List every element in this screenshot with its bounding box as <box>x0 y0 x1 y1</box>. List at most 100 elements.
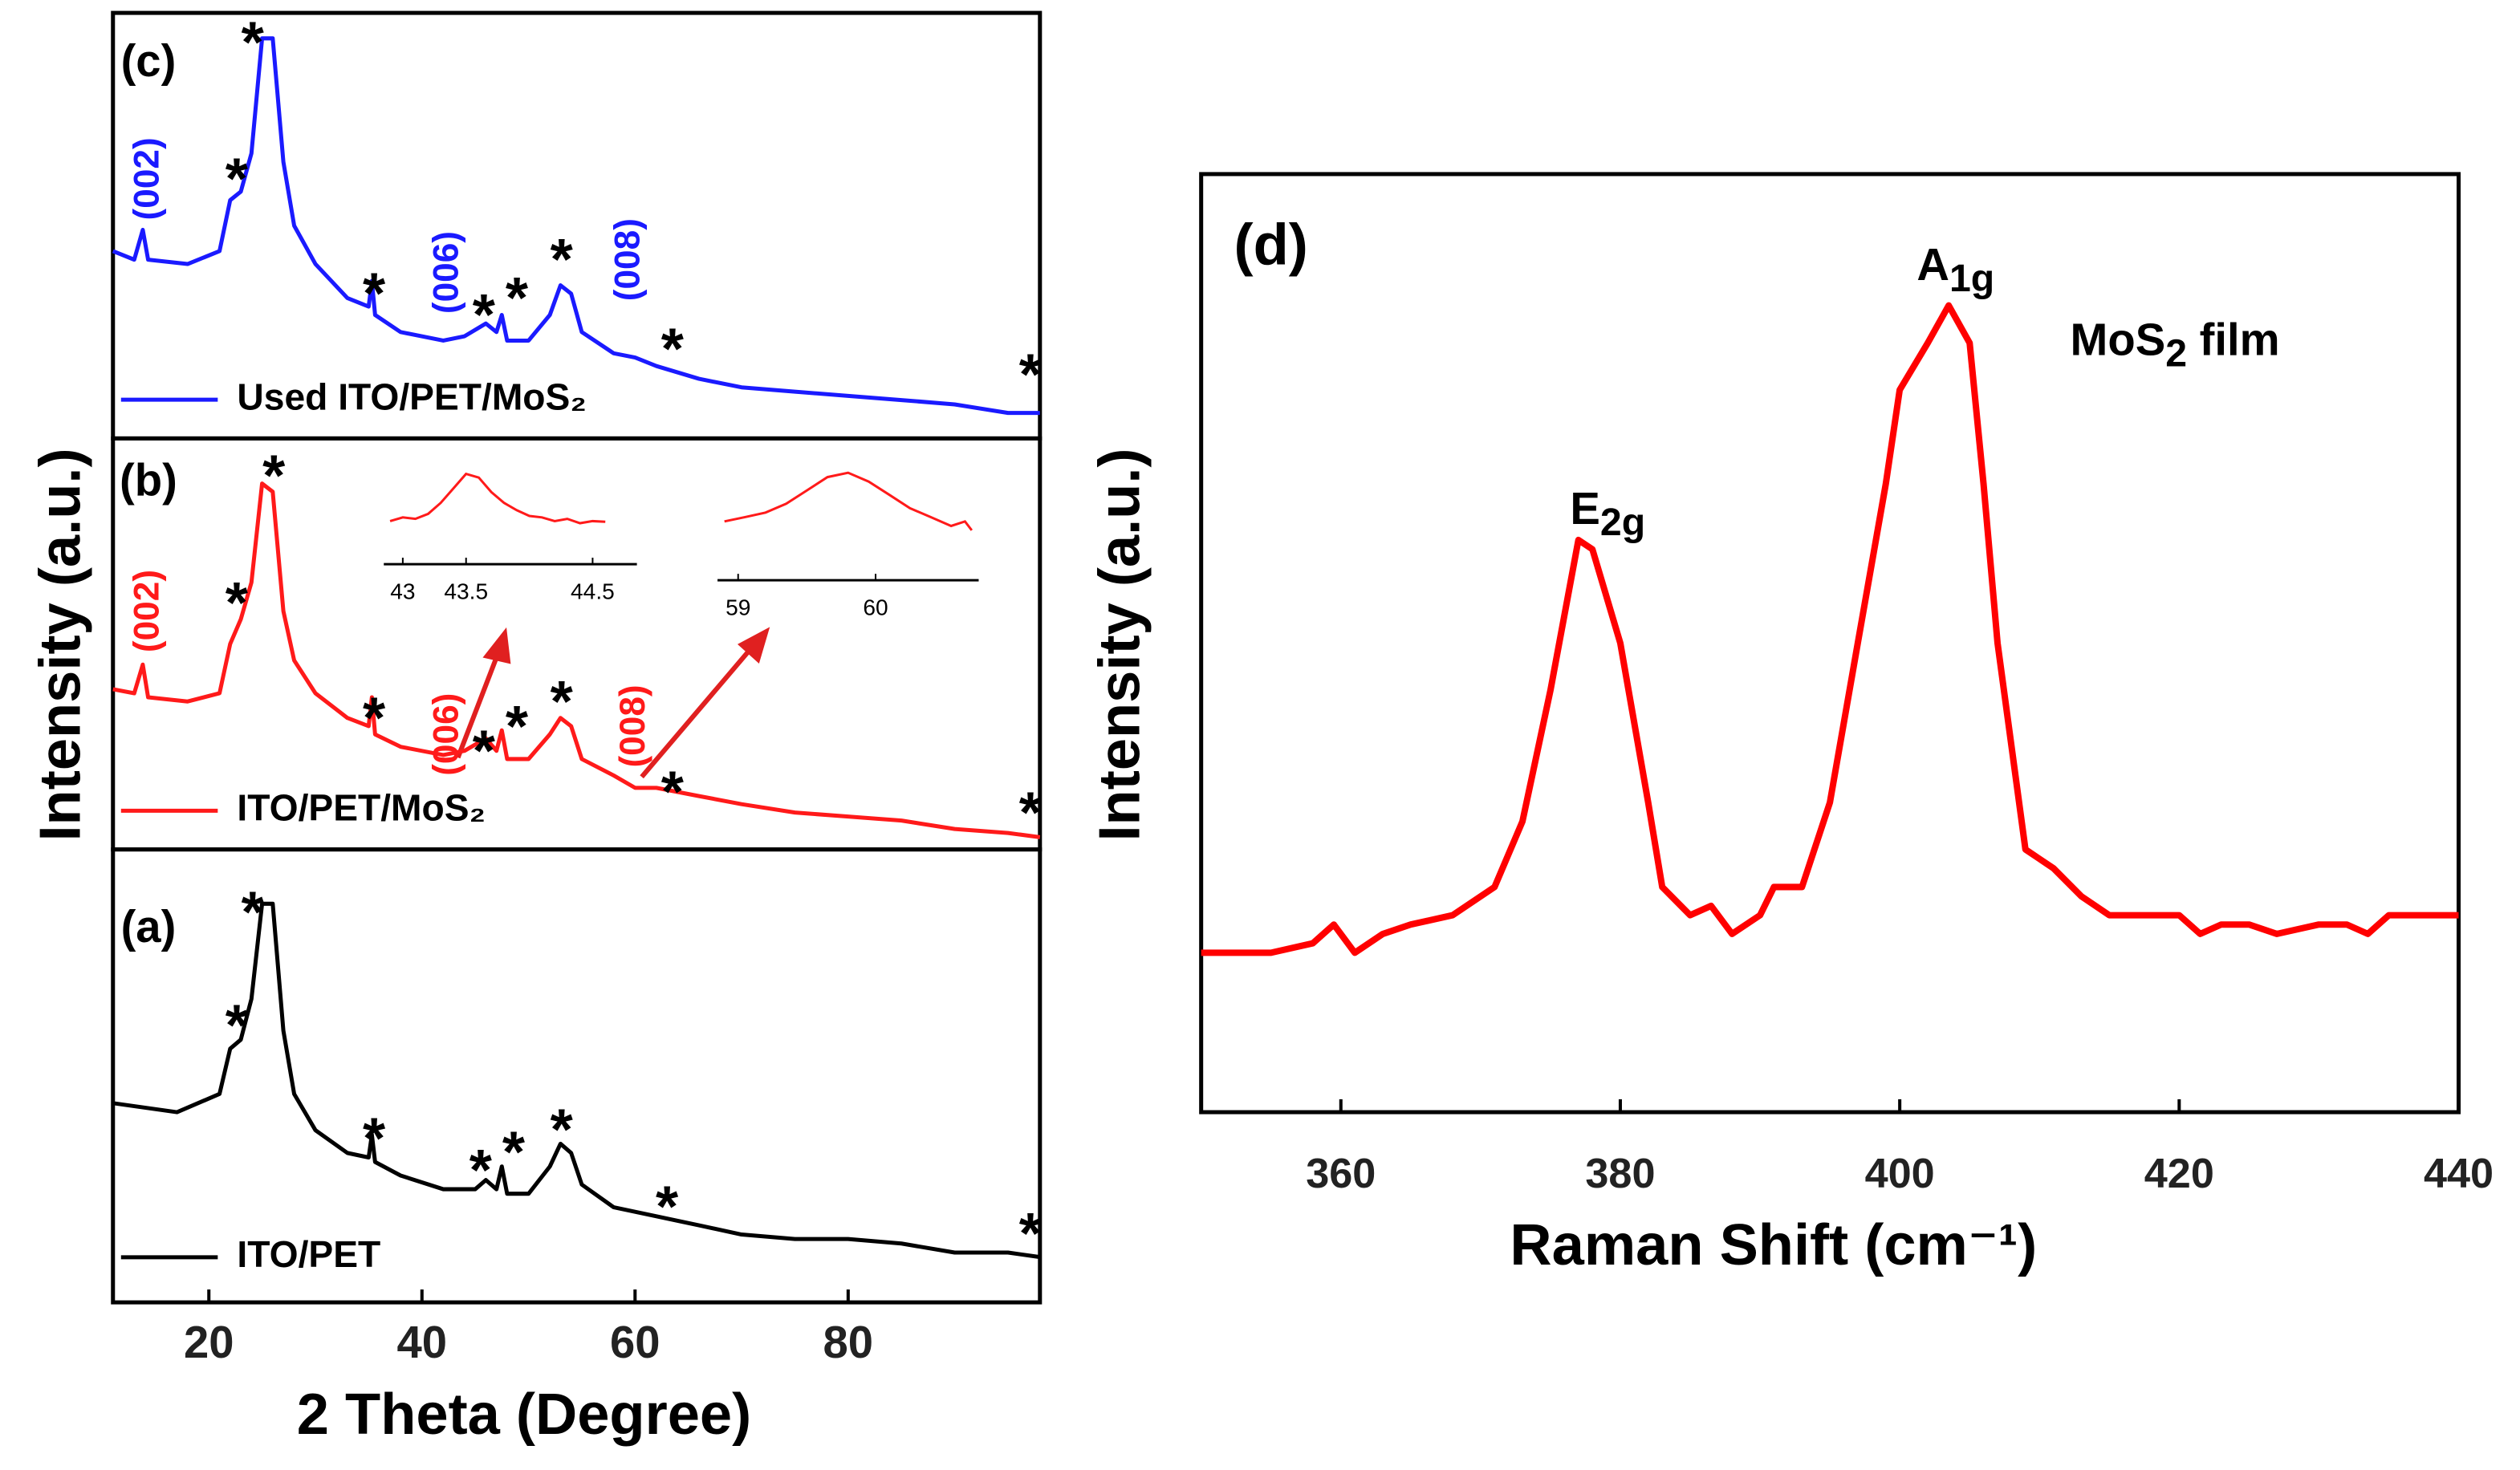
peak-marker: * <box>363 687 386 751</box>
annotation-subscript: 2g <box>1600 501 1645 544</box>
miller-index: (002) <box>128 570 167 652</box>
data-line <box>112 901 1041 1260</box>
peak-marker: * <box>506 266 529 331</box>
inset-line <box>389 472 606 525</box>
inset-tick-label: 60 <box>863 595 888 620</box>
annotation-text: * <box>363 262 386 327</box>
panel-label: (b) <box>120 454 177 505</box>
annotation-text: * <box>262 444 286 508</box>
x-axis-title: 2 Theta (Degree) <box>297 1383 751 1447</box>
annotation-text: * <box>363 687 386 751</box>
annotation-tail: film <box>2187 314 2280 364</box>
peak-marker: * <box>502 1121 526 1185</box>
peak-marker: * <box>656 1175 679 1239</box>
annotation-text: * <box>469 1139 493 1203</box>
x-tick-label: 400 <box>1865 1151 1935 1197</box>
inset-arrows <box>455 627 770 779</box>
data-line <box>1201 302 2459 956</box>
data-line <box>112 36 1040 416</box>
annotation-text: * <box>551 1098 574 1162</box>
inset-tick-label: 44.5 <box>571 579 615 604</box>
peak-marker: * <box>661 318 685 382</box>
annotation-text: * <box>661 761 685 825</box>
peak-marker: * <box>506 695 529 759</box>
annotation-text: A <box>1916 239 1949 290</box>
peak-marker: * <box>1019 343 1043 407</box>
annotation-text: * <box>1019 343 1043 407</box>
annotation-text: * <box>506 266 529 331</box>
peak-marker: * <box>473 720 496 784</box>
annotation-text: * <box>226 147 249 211</box>
inset-line <box>724 471 973 531</box>
miller-index: (006) <box>427 231 466 314</box>
plot-frame <box>111 847 1043 1305</box>
peak-marker: * <box>363 262 386 327</box>
annotation-subscript: 2 <box>2165 331 2187 375</box>
peak-marker: * <box>1019 1202 1043 1266</box>
annotation-text: * <box>656 1175 679 1239</box>
annotation-text: * <box>242 11 265 75</box>
peak-marker: * <box>661 761 685 825</box>
peak-marker: * <box>469 1139 493 1203</box>
x-tick-label: 20 <box>184 1317 234 1367</box>
miller-index: (008) <box>608 218 647 301</box>
annotation-text: * <box>226 994 249 1058</box>
plot-frame <box>1199 172 2461 1115</box>
inset-tick-label: 43 <box>390 579 415 604</box>
peak-marker: * <box>226 571 249 636</box>
annotation-text: * <box>226 571 249 636</box>
arrow <box>640 646 754 779</box>
y-axis-title: Intensity (a.u.) <box>29 448 93 841</box>
miller-index: (006) <box>427 693 466 776</box>
annotation-text: * <box>1019 781 1043 845</box>
legend-label: ITO/PET <box>237 1233 380 1275</box>
annotation: E2g <box>1570 483 1645 544</box>
annotation: MoS2 film <box>2071 314 2280 375</box>
x-axis-title: Raman Shift (cm⁻¹) <box>1510 1213 2037 1277</box>
peak-marker: * <box>1019 781 1043 845</box>
x-tick-label: 60 <box>610 1317 660 1367</box>
panel-label: (a) <box>121 901 177 952</box>
annotation-text: * <box>661 318 685 382</box>
annotation-text: * <box>551 228 574 292</box>
peak-marker: * <box>551 670 574 734</box>
inset-tick-label: 59 <box>726 595 750 620</box>
annotation-text: (d) <box>1234 213 1308 278</box>
peak-marker: * <box>226 147 249 211</box>
legend-label: Used ITO/PET/MoS₂ <box>237 376 586 417</box>
y-axis-title: Intensity (a.u.) <box>1087 448 1152 841</box>
arrow-head <box>737 627 770 664</box>
peak-marker: * <box>473 283 496 347</box>
peak-marker: * <box>242 11 265 75</box>
panel-label: (c) <box>121 35 177 86</box>
annotation-text: MoS <box>2071 314 2166 364</box>
annotation-text: E <box>1570 483 1600 534</box>
peak-marker: * <box>551 1098 574 1162</box>
peak-marker: * <box>226 994 249 1058</box>
annotation-text: * <box>242 881 265 945</box>
x-tick-label: 360 <box>1306 1151 1376 1197</box>
annotation-text: * <box>1019 1202 1043 1266</box>
data-line <box>112 481 1041 839</box>
annotation: A1g <box>1916 239 1994 300</box>
annotation-text: * <box>502 1121 526 1185</box>
peak-marker: * <box>363 1107 386 1172</box>
annotation-text: * <box>473 283 496 347</box>
x-tick-label: 420 <box>2144 1151 2214 1197</box>
miller-index: (008) <box>613 684 652 767</box>
peak-marker: * <box>242 881 265 945</box>
miller-index: (002) <box>128 137 167 220</box>
annotation-text: * <box>506 695 529 759</box>
legend-label: ITO/PET/MoS₂ <box>237 787 486 829</box>
x-tick-label: 40 <box>396 1317 447 1367</box>
annotation-subscript: 1g <box>1949 257 1994 300</box>
x-tick-label: 380 <box>1585 1151 1655 1197</box>
x-tick-label: 80 <box>823 1317 874 1367</box>
inset-tick-label: 43.5 <box>444 579 488 604</box>
peak-marker: * <box>262 444 286 508</box>
arrow <box>455 652 501 759</box>
annotation-text: * <box>363 1107 386 1172</box>
